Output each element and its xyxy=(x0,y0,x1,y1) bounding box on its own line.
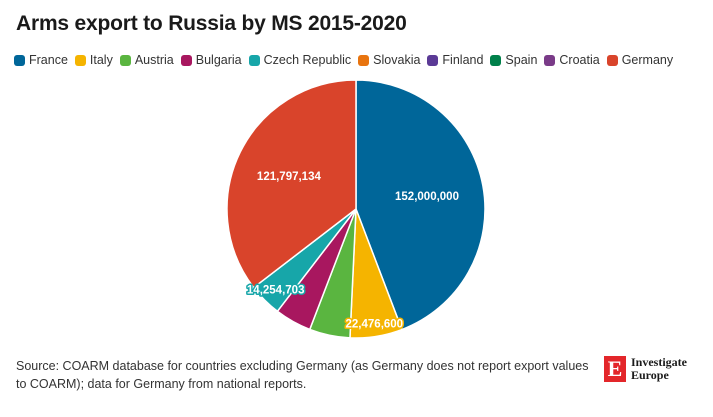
chart-legend: France Italy Austria Bulgaria Czech Republic… xyxy=(14,53,705,67)
legend-swatch-czech-republic xyxy=(248,54,260,66)
legend-item-germany: Germany xyxy=(606,53,674,67)
chart-title: Arms export to Russia by MS 2015-2020 xyxy=(16,12,407,35)
legend-swatch-austria xyxy=(119,54,131,66)
legend-item-italy: Italy xyxy=(74,53,113,67)
data-label-text-germany: 121,797,134 xyxy=(257,171,322,183)
data-label-italy: 22,476,600 xyxy=(344,317,405,332)
legend-item-bulgaria: Bulgaria xyxy=(180,53,242,67)
legend-item-croatia: Croatia xyxy=(544,53,600,67)
legend-item-slovakia: Slovakia xyxy=(358,53,420,67)
data-label-germany: 121,797,134 xyxy=(255,169,323,184)
legend-swatch-bulgaria xyxy=(180,54,192,66)
data-label-text-czech-republic: 14,254,703 xyxy=(247,284,305,296)
data-label-czech-republic: 14,254,703 xyxy=(245,283,306,298)
legend-swatch-finland xyxy=(427,54,439,66)
legend-label-austria: Austria xyxy=(134,53,174,67)
legend-swatch-italy xyxy=(74,54,86,66)
data-label-france: 152,000,000 xyxy=(394,189,461,204)
legend-item-france: France xyxy=(14,53,68,67)
legend-label-czech-republic: Czech Republic xyxy=(263,53,352,67)
legend-label-italy: Italy xyxy=(89,53,113,67)
legend-item-finland: Finland xyxy=(427,53,483,67)
legend-item-austria: Austria xyxy=(119,53,174,67)
legend-label-spain: Spain xyxy=(505,53,538,67)
source-note: Source: COARM database for countries exc… xyxy=(16,359,589,391)
logo-text: Investigate Europe xyxy=(631,356,687,382)
data-label-text-france: 152,000,000 xyxy=(395,191,459,203)
legend-label-germany: Germany xyxy=(621,53,674,67)
pie-slice-france xyxy=(355,79,486,331)
legend-swatch-germany xyxy=(606,54,618,66)
logo-text-line2: Europe xyxy=(631,368,669,382)
legend-label-croatia: Croatia xyxy=(559,53,600,67)
legend-item-spain: Spain xyxy=(490,53,537,67)
logo-text-line1: Investigate xyxy=(631,355,687,369)
legend-swatch-croatia xyxy=(544,54,556,66)
logo-mark: E xyxy=(604,356,626,382)
legend-swatch-slovakia xyxy=(358,54,370,66)
investigate-europe-logo: E Investigate Europe xyxy=(604,356,687,382)
legend-item-czech-republic: Czech Republic xyxy=(248,53,352,67)
legend-swatch-france xyxy=(14,54,25,66)
legend-label-france: France xyxy=(29,53,68,67)
legend-label-slovakia: Slovakia xyxy=(373,53,421,67)
legend-label-bulgaria: Bulgaria xyxy=(195,53,242,67)
pie-chart: 152,000,000 22,476,600 14,254,703 121,797,1… xyxy=(226,79,486,339)
pie-slice-germany xyxy=(226,79,357,289)
legend-swatch-spain xyxy=(490,54,502,66)
logo-mark-letter: E xyxy=(607,356,623,381)
data-label-text-italy: 22,476,600 xyxy=(346,319,404,331)
legend-label-finland: Finland xyxy=(442,53,484,67)
